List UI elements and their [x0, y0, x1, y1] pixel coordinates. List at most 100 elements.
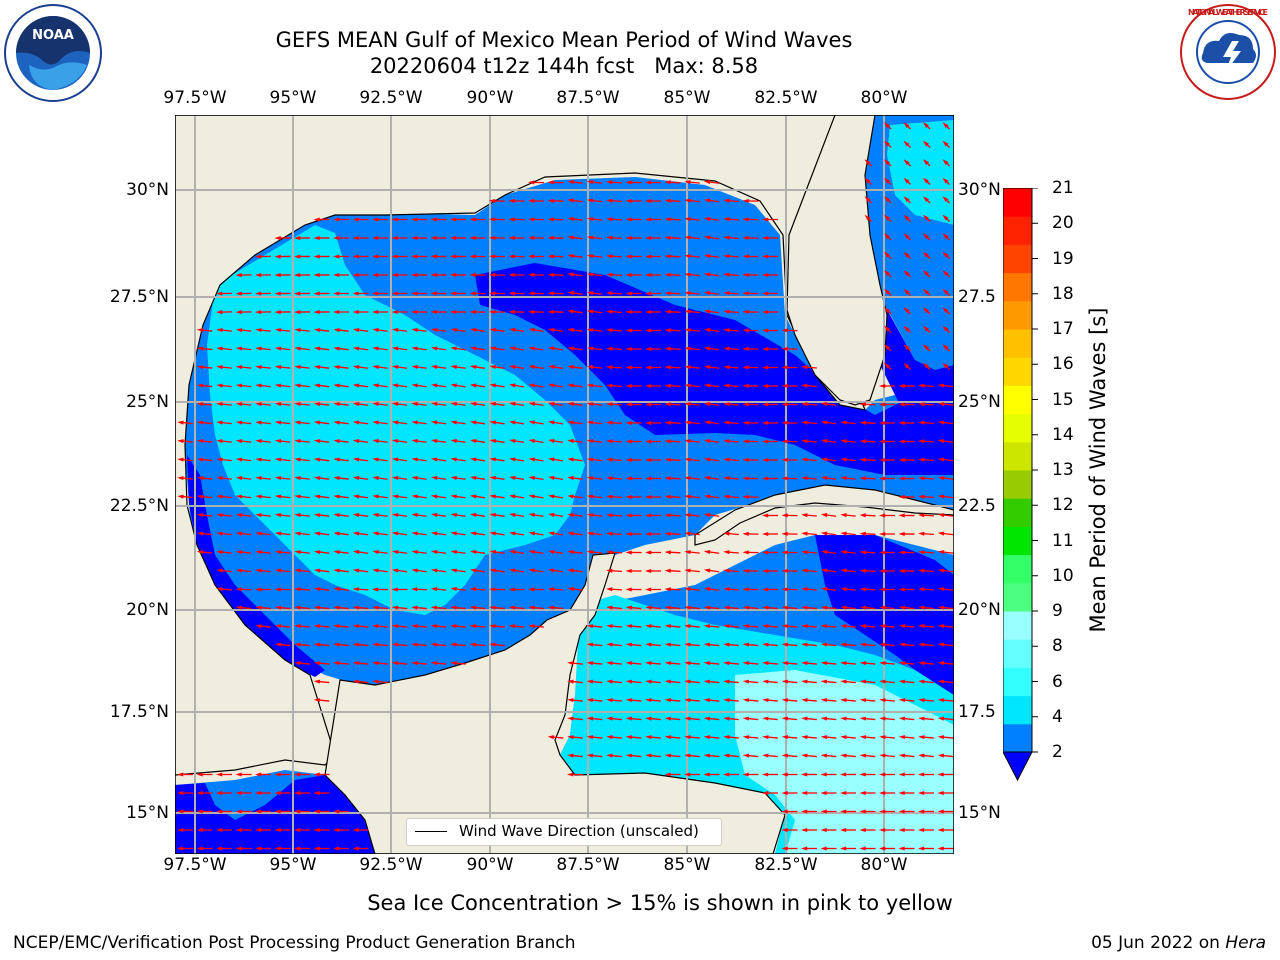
- wind-arrow: [645, 365, 662, 370]
- wind-arrow: [859, 513, 876, 518]
- wind-arrow: [547, 254, 564, 259]
- wind-arrow: [645, 235, 662, 241]
- lat-tick-label-right: 17.5: [958, 702, 996, 722]
- colorbar-extend-arrow: [1003, 751, 1033, 782]
- wind-arrow: [820, 550, 837, 555]
- wind-arrow: [235, 365, 252, 370]
- wind-arrow: [801, 624, 817, 629]
- wind-arrow: [255, 809, 271, 814]
- wind-arrow: [684, 235, 700, 240]
- noaa-logo: NOAA: [4, 4, 102, 102]
- wind-arrow: [664, 346, 681, 351]
- wind-arrow: [177, 772, 193, 777]
- wind-arrow: [606, 605, 622, 610]
- wind-arrow: [840, 827, 856, 833]
- wind-arrow: [664, 309, 681, 314]
- wind-arrow: [879, 587, 896, 592]
- wind-arrow: [567, 753, 583, 758]
- wind-arrow: [313, 605, 330, 610]
- wind-arrow: [923, 122, 931, 130]
- footer-credit: NCEP/EMC/Verification Post Processing Pr…: [13, 933, 576, 953]
- wind-arrow: [391, 587, 408, 592]
- wind-arrow: [801, 568, 817, 573]
- wind-arrow: [723, 772, 739, 777]
- wind-arrow: [742, 587, 759, 592]
- wind-arrow: [703, 402, 720, 407]
- wind-arrow: [859, 550, 876, 555]
- colorbar-segment: [1003, 611, 1032, 640]
- wind-arrow: [274, 568, 291, 573]
- wind-arrow: [625, 587, 642, 592]
- wind-arrow: [372, 439, 388, 444]
- wind-arrow: [762, 272, 778, 278]
- wind-arrow: [645, 383, 662, 389]
- wind-arrow: [879, 402, 896, 407]
- wind-arrow: [879, 531, 896, 537]
- wind-arrow: [255, 531, 271, 536]
- wind-arrow: [820, 624, 837, 629]
- wind-arrow: [216, 291, 233, 296]
- lat-tick-label-left: 15°N: [126, 803, 169, 823]
- wind-arrow: [235, 809, 252, 814]
- wind-arrow: [313, 624, 330, 629]
- wind-arrow: [625, 735, 642, 740]
- colorbar-tick-label: 4: [1052, 706, 1063, 727]
- graticule: [175, 115, 954, 854]
- wind-arrow: [216, 365, 232, 370]
- colorbar-tick-label: 2: [1052, 742, 1063, 762]
- wind-arrow: [372, 457, 388, 462]
- wind-arrow: [884, 196, 892, 204]
- wind-arrow: [645, 531, 662, 537]
- wind-arrow: [235, 402, 252, 407]
- wind-wave-direction-arrows: [177, 122, 954, 851]
- wind-arrow: [196, 457, 213, 462]
- wind-arrow: [606, 309, 622, 314]
- wind-arrow: [352, 217, 369, 222]
- wind-arrow: [450, 624, 466, 629]
- wind-arrow: [923, 362, 931, 370]
- wind-arrow: [723, 494, 739, 499]
- wind-arrow: [859, 420, 876, 425]
- wind-arrow: [489, 309, 506, 314]
- wind-arrow: [664, 439, 681, 444]
- wind-arrow: [742, 254, 759, 259]
- wind-arrow: [898, 846, 915, 851]
- wind-arrow: [781, 753, 798, 758]
- wind-arrow: [528, 568, 544, 573]
- wind-arrow: [840, 457, 856, 462]
- wind-arrow: [879, 753, 895, 758]
- wind-arrow: [469, 642, 486, 647]
- wind-arrow: [450, 217, 467, 222]
- wind-arrow: [294, 346, 310, 351]
- wind-arrow: [684, 476, 700, 481]
- colorbar-segment: [1003, 582, 1032, 612]
- wind-arrow: [762, 550, 778, 555]
- wind-arrow: [450, 328, 466, 333]
- wind-arrow: [903, 122, 912, 130]
- wind-arrow: [294, 328, 310, 333]
- wind-arrow: [820, 716, 837, 721]
- wind-arrow: [567, 217, 583, 222]
- wind-arrow: [742, 291, 759, 296]
- wind-arrow: [508, 624, 525, 629]
- wind-arrow: [411, 420, 427, 425]
- wind-arrow: [606, 531, 622, 536]
- wind-arrow: [470, 550, 486, 555]
- wind-arrow: [898, 642, 915, 647]
- wind-arrow: [528, 457, 544, 462]
- wind-arrow: [313, 679, 330, 684]
- wind-arrow: [255, 550, 271, 555]
- wind-arrow: [937, 383, 954, 388]
- lat-tick-label-left: 20°N: [126, 600, 169, 620]
- wind-arrow: [859, 605, 876, 610]
- wind-arrow: [177, 476, 193, 481]
- wind-arrow: [509, 457, 525, 462]
- wind-arrow: [391, 346, 408, 351]
- wind-arrow: [664, 217, 681, 222]
- wind-arrow: [762, 642, 778, 647]
- wind-arrow: [918, 790, 934, 796]
- wind-arrow: [801, 550, 817, 555]
- wind-arrow: [548, 494, 564, 499]
- wind-arrow: [391, 402, 408, 407]
- lon-tick-label: 92.5°W: [359, 855, 423, 875]
